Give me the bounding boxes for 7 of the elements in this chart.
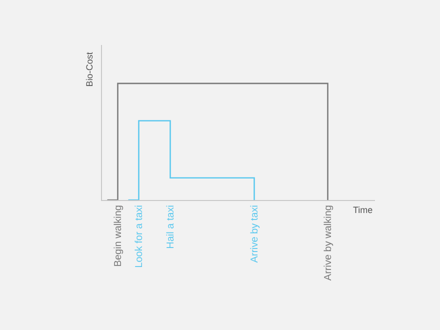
x-tick-label: Arrive by taxi	[250, 205, 260, 263]
x-tick-label: Look for a taxi	[134, 205, 145, 268]
x-axis-title: Time	[353, 205, 373, 215]
x-tick-label: Begin walking	[113, 205, 124, 267]
y-axis-title: Bio-Cost	[84, 52, 94, 87]
x-tick-label: Arrive by walking	[323, 205, 334, 281]
x-tick-label: Hail a taxi	[166, 205, 176, 249]
